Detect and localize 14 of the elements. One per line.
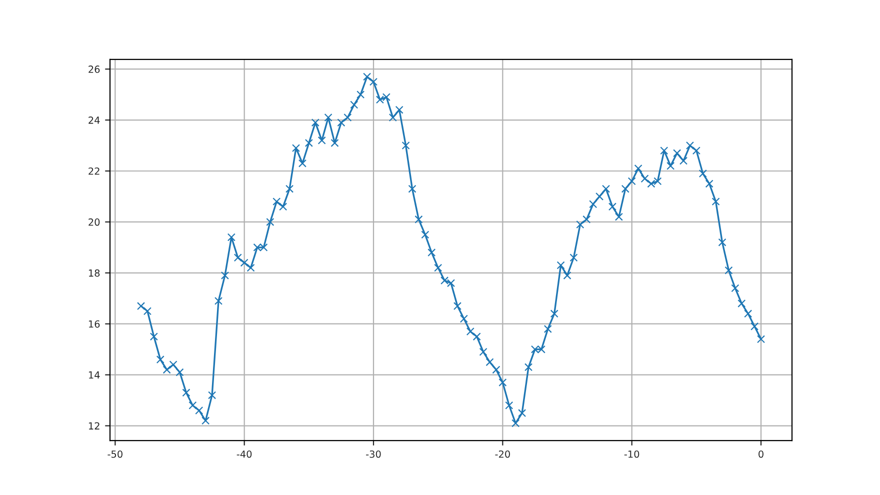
x-tick-label: -50 [108, 450, 122, 458]
y-tick-label: 24 [88, 116, 100, 124]
y-tick-label: 18 [88, 269, 100, 277]
y-tick-label: 20 [88, 218, 100, 226]
y-tick-label: 26 [88, 66, 100, 73]
y-tick-label: 14 [88, 371, 100, 379]
x-tick-label: -30 [366, 450, 381, 458]
y-tick-label: 16 [88, 320, 100, 328]
y-tick-label: 22 [88, 167, 100, 175]
y-tick-label: 12 [88, 422, 100, 430]
x-tick-label: -20 [495, 450, 510, 458]
x-tick-label: -10 [624, 450, 640, 458]
x-tick-label: -40 [236, 450, 252, 458]
x-tick-label: 0 [758, 450, 764, 458]
